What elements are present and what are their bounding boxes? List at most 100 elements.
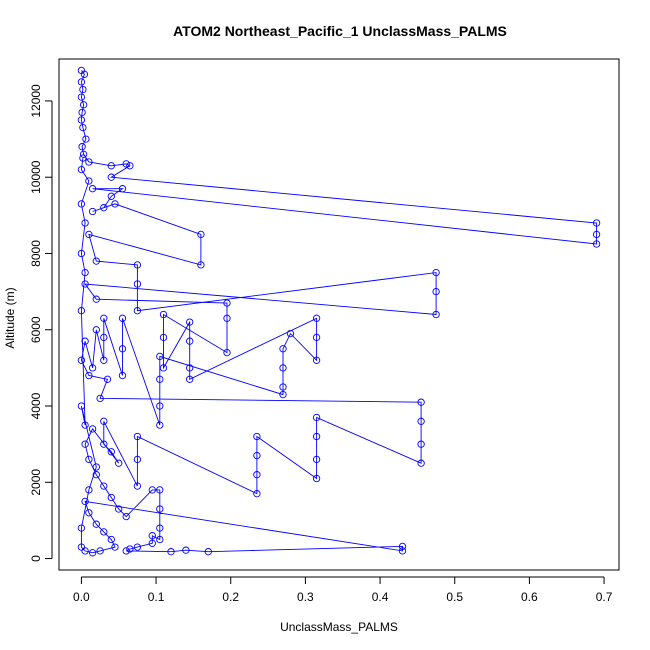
data-point [85, 509, 93, 517]
data-point [96, 394, 104, 403]
data-point [312, 455, 321, 464]
data-point [156, 375, 164, 383]
y-axis-label: Altitude (m) [3, 287, 17, 348]
data-point [79, 150, 88, 158]
data-point [82, 135, 90, 143]
data-point [279, 383, 287, 391]
data-point [417, 440, 425, 448]
data-point [432, 287, 440, 296]
data-point [148, 539, 156, 547]
data-point [100, 356, 108, 364]
data-point [92, 257, 100, 265]
data-point [118, 345, 127, 353]
data-point [79, 154, 87, 162]
data-point [312, 432, 321, 441]
data-point [111, 543, 119, 551]
data-point [156, 402, 164, 410]
data-point [159, 333, 168, 342]
data-point [78, 143, 86, 151]
plot-area [77, 66, 601, 557]
data-point [156, 352, 164, 361]
x-tick-label: 0.1 [148, 590, 165, 604]
data-point [100, 482, 108, 490]
data-point [286, 329, 295, 338]
data-point [100, 204, 108, 212]
data-point [77, 543, 86, 551]
data-point [312, 474, 321, 483]
data-point [100, 528, 108, 536]
data-point [100, 314, 108, 322]
data-point [592, 219, 601, 227]
data-point [81, 280, 89, 288]
data-point [133, 307, 142, 315]
data-point [92, 295, 100, 303]
data-point [107, 173, 115, 181]
data-point [81, 440, 89, 448]
data-point [92, 463, 100, 471]
data-point [159, 364, 168, 372]
x-axis-label: UnclassMass_PALMS [280, 620, 398, 634]
y-tick-label: 0 [29, 555, 43, 562]
data-point [417, 459, 425, 467]
data-point [126, 545, 134, 553]
data-point [118, 185, 127, 193]
data-point [88, 364, 97, 372]
data-point [80, 70, 89, 78]
data-point [133, 280, 142, 288]
data-point [186, 364, 194, 372]
data-point [122, 547, 130, 555]
data-point [312, 333, 321, 342]
data-point [253, 432, 261, 441]
data-point [223, 314, 231, 322]
data-point [156, 524, 164, 532]
data-point [133, 261, 142, 269]
data-point [100, 440, 108, 448]
data-point [417, 398, 425, 406]
data-point [398, 542, 407, 551]
data-point [398, 547, 407, 555]
data-point [312, 356, 321, 364]
data-point [253, 490, 261, 498]
data-point [133, 455, 142, 464]
data-point [77, 116, 86, 124]
x-tick-label: 0.5 [446, 590, 463, 604]
y-tick-label: 2000 [29, 469, 43, 496]
plot-frame [58, 58, 620, 571]
data-point [77, 249, 86, 258]
data-point [96, 547, 104, 555]
data-point [592, 240, 601, 248]
data-point [279, 364, 287, 372]
data-point [88, 207, 97, 216]
data-point [85, 158, 93, 166]
x-tick-label: 0.6 [521, 590, 538, 604]
data-point [79, 85, 87, 94]
data-point [417, 417, 425, 425]
data-point [77, 402, 86, 410]
data-point [279, 345, 287, 353]
data-point [79, 123, 87, 132]
data-point [85, 177, 93, 185]
data-point [115, 459, 123, 467]
data-point [312, 314, 321, 322]
data-point [432, 268, 440, 277]
data-point [133, 432, 142, 441]
data-point [85, 230, 93, 239]
data-point [156, 505, 164, 513]
data-point [81, 421, 89, 429]
data-point [78, 108, 86, 117]
x-tick-label: 0.3 [297, 590, 314, 604]
series-line [80, 70, 598, 554]
x-axis: 0.0 0.1 0.2 0.3 0.4 0.5 0.6 0.7 [73, 576, 613, 604]
y-tick-label: 12000 [29, 84, 43, 118]
data-point [77, 356, 86, 364]
x-tick-label: 0.2 [222, 590, 239, 604]
data-point [77, 200, 86, 208]
data-point [197, 230, 205, 239]
data-point [79, 101, 88, 109]
data-point [133, 543, 142, 551]
data-point [118, 371, 127, 380]
data-point [81, 337, 89, 345]
data-point [204, 548, 212, 556]
data-point [122, 160, 130, 168]
y-tick-label: 4000 [29, 392, 43, 419]
